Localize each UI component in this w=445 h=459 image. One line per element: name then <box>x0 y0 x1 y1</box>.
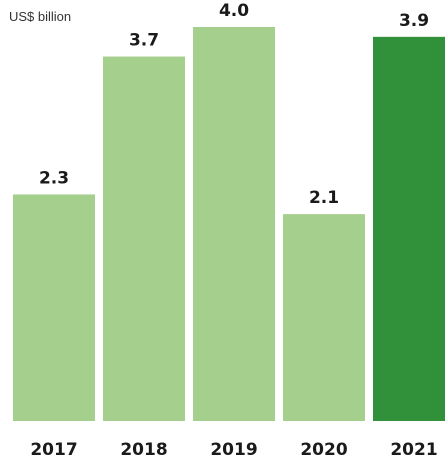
x-tick-2021: 2021 <box>390 440 437 459</box>
bars-group <box>13 27 445 422</box>
bar-2021 <box>373 36 445 421</box>
x-tick-2019: 2019 <box>210 440 257 459</box>
x-axis-ticks: 2017 2018 2019 2020 2021 <box>30 440 437 459</box>
x-tick-2018: 2018 <box>120 440 167 459</box>
bar-2019 <box>193 27 275 421</box>
y-unit-label: US$ billion <box>9 9 72 24</box>
value-label-2017: 2.3 <box>39 168 69 188</box>
value-label-2019: 4.0 <box>219 1 249 21</box>
bar-2018 <box>103 56 185 422</box>
value-label-2018: 3.7 <box>129 31 159 51</box>
bar-2020 <box>283 214 365 421</box>
x-tick-2017: 2017 <box>30 440 77 459</box>
value-labels-group: 2.3 3.7 4.0 2.1 3.9 <box>39 1 429 208</box>
x-tick-2020: 2020 <box>300 440 347 459</box>
value-label-2020: 2.1 <box>309 188 339 208</box>
bar-2017 <box>13 194 95 421</box>
value-label-2021: 3.9 <box>399 11 429 31</box>
